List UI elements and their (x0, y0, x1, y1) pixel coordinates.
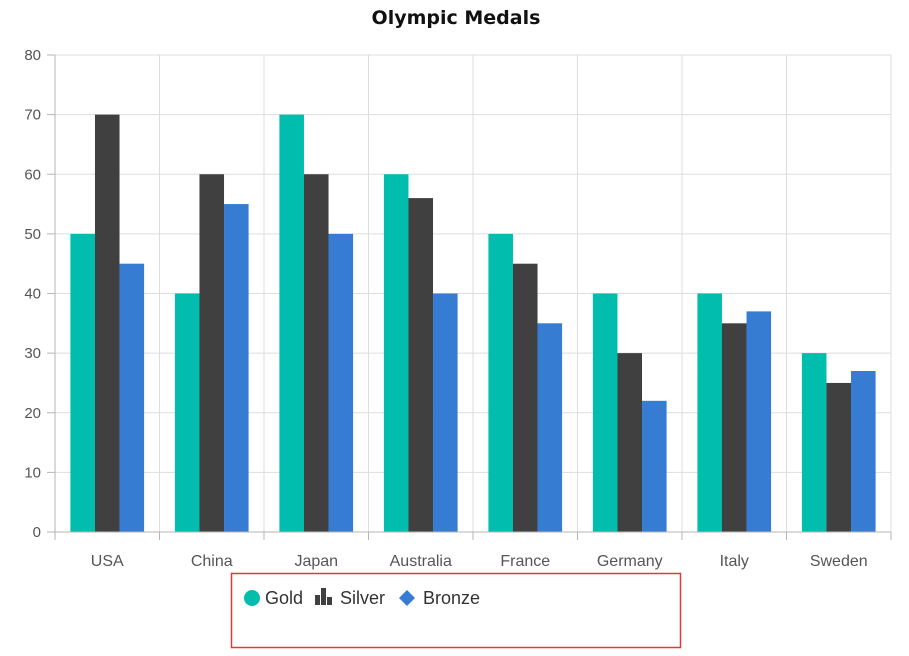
legend-highlight-box (230, 572, 682, 649)
bar-gold-china[interactable] (174, 293, 200, 533)
x-tick-label: USA (91, 553, 124, 570)
y-tick-label: 20 (24, 405, 41, 422)
y-tick-label: 50 (24, 226, 41, 243)
y-tick-label: 80 (24, 47, 41, 64)
y-tick-label: 10 (24, 464, 41, 481)
bar-silver-italy[interactable] (721, 323, 747, 532)
bar-gold-usa[interactable] (70, 233, 95, 533)
x-tick-label: Japan (294, 553, 338, 570)
x-tick-label: Germany (597, 553, 663, 570)
bar-silver-france[interactable] (512, 263, 538, 532)
bar-gold-sweden[interactable] (801, 353, 827, 533)
bar-silver-china[interactable] (199, 174, 225, 532)
bar-bronze-china[interactable] (224, 204, 249, 532)
bars (70, 114, 876, 533)
x-tick-label: China (191, 553, 233, 570)
y-tick-label: 60 (24, 166, 41, 183)
legend: Gold Silver Bronze (230, 572, 682, 649)
bar-silver-australia[interactable] (408, 198, 434, 532)
grid (55, 54, 891, 532)
bar-bronze-sweden[interactable] (851, 371, 876, 532)
x-tick-label: Australia (390, 553, 452, 570)
y-tick-label: 40 (24, 286, 41, 303)
bar-silver-usa[interactable] (94, 114, 120, 533)
axes: 0 10 20 30 40 50 60 70 80 USA China Japan Australia F… (24, 47, 892, 570)
bar-bronze-germany[interactable] (642, 400, 667, 532)
legend-label-gold[interactable]: Gold (265, 588, 303, 608)
x-tick-label: Italy (720, 553, 749, 570)
x-tick-label: Sweden (810, 553, 868, 570)
bar-silver-sweden[interactable] (826, 382, 852, 532)
bar-gold-japan[interactable] (279, 114, 304, 533)
bar-bronze-france[interactable] (537, 323, 563, 532)
x-tick-label: France (500, 553, 550, 570)
bar-silver-japan[interactable] (303, 174, 329, 532)
bar-bronze-japan[interactable] (328, 233, 354, 533)
column-chart-icon (315, 588, 332, 605)
chart-title: Olympic Medals (372, 7, 541, 29)
legend-label-bronze[interactable]: Bronze (423, 588, 480, 608)
bar-gold-australia[interactable] (383, 174, 409, 532)
legend-label-silver[interactable]: Silver (340, 588, 385, 608)
y-tick-label: 70 (24, 107, 41, 124)
bar-bronze-australia[interactable] (433, 293, 458, 533)
bar-gold-germany[interactable] (592, 293, 618, 533)
bar-bronze-usa[interactable] (119, 263, 145, 532)
diamond-icon (399, 590, 415, 606)
bar-silver-germany[interactable] (617, 353, 643, 533)
bar-gold-france[interactable] (488, 233, 513, 533)
y-tick-label: 30 (24, 345, 41, 362)
circle-icon (244, 590, 260, 606)
bar-bronze-italy[interactable] (746, 311, 772, 532)
y-tick-label: 0 (33, 524, 41, 541)
bar-gold-italy[interactable] (697, 293, 722, 533)
